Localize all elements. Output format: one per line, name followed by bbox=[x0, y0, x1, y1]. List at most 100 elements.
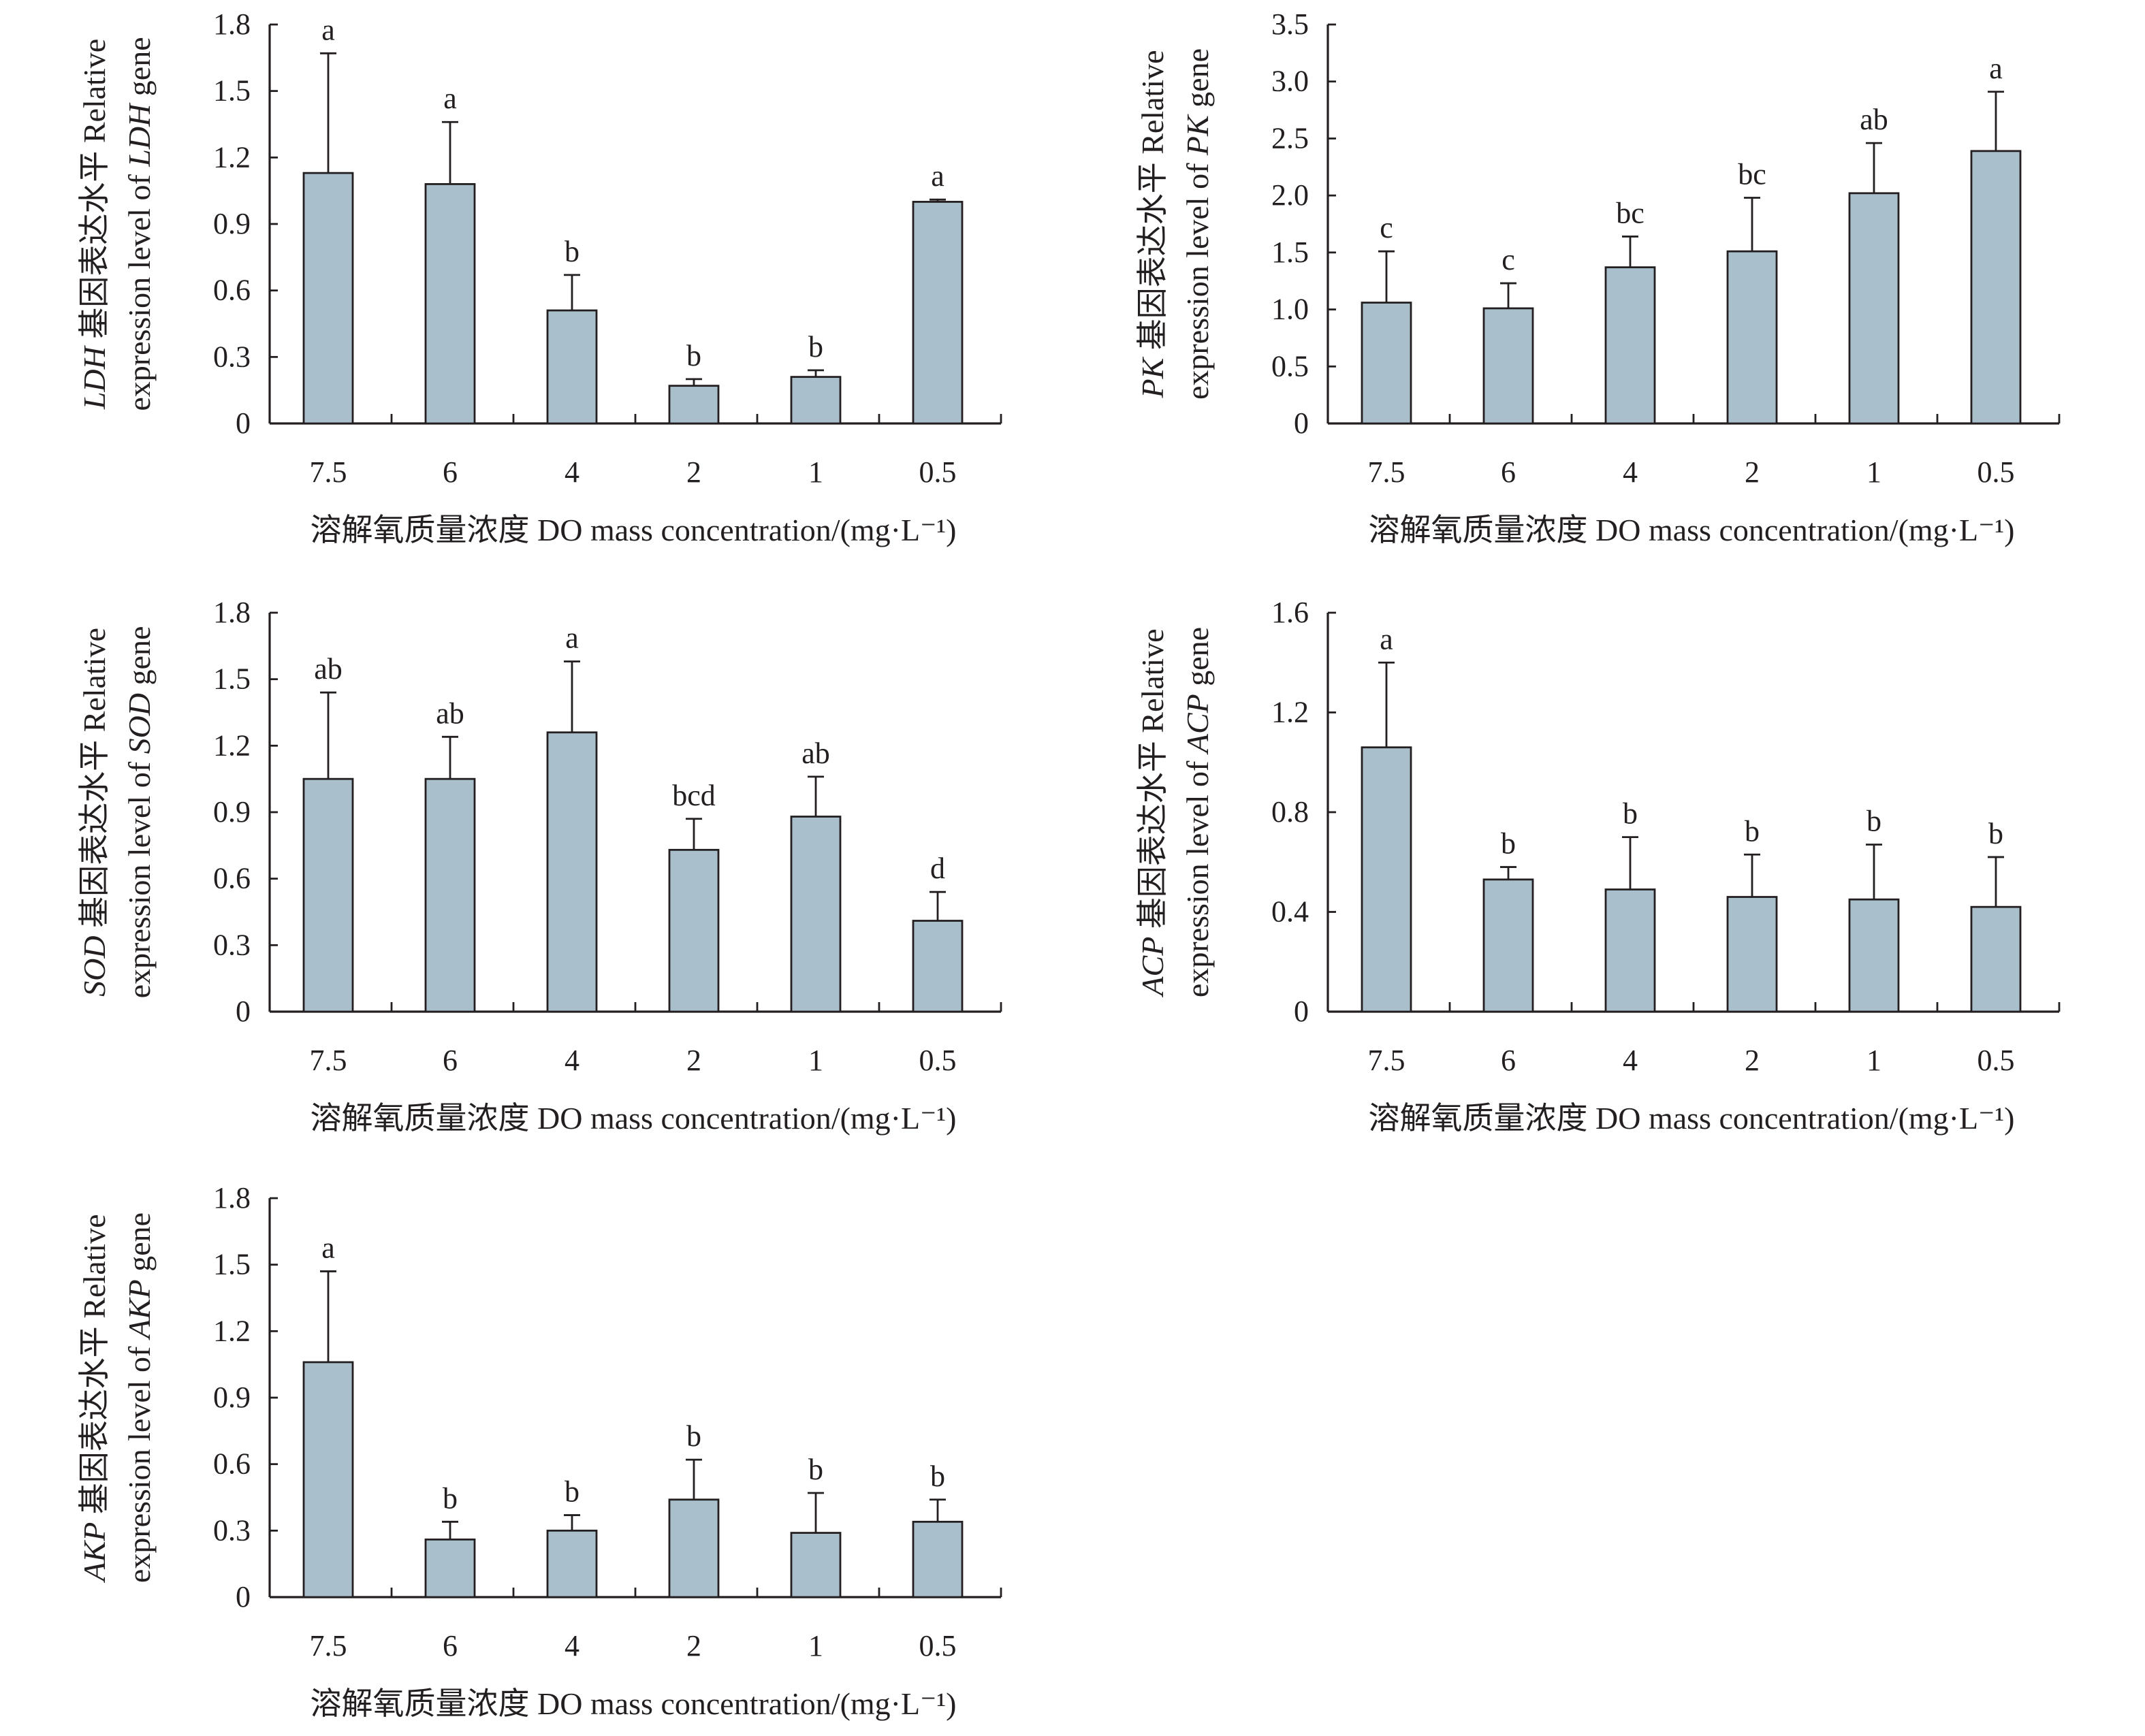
gene-name: PK bbox=[1135, 356, 1170, 398]
bar bbox=[1604, 888, 1656, 1013]
y-tick-label: 1.8 bbox=[213, 1181, 251, 1215]
significance-letter: ab bbox=[436, 696, 464, 730]
x-tick-label: 4 bbox=[1623, 1044, 1638, 1077]
y-tick-label: 1.6 bbox=[1271, 596, 1309, 629]
x-tick-label: 0.5 bbox=[1977, 1044, 2015, 1077]
bar bbox=[668, 848, 720, 1013]
bar bbox=[1482, 878, 1534, 1013]
y-axis-title-text: expression level of bbox=[1180, 155, 1215, 400]
y-tick-label: 1.2 bbox=[213, 140, 251, 174]
x-tick-label: 1 bbox=[808, 455, 823, 489]
y-tick-label: 1.5 bbox=[1271, 236, 1309, 269]
significance-letter: a bbox=[321, 1231, 335, 1264]
significance-letter: bc bbox=[1616, 196, 1644, 229]
x-tick-label: 7.5 bbox=[1368, 1044, 1405, 1077]
x-tick-label: 6 bbox=[1501, 1044, 1516, 1077]
significance-letter: a bbox=[321, 13, 335, 46]
y-tick-label: 1.5 bbox=[213, 1248, 251, 1281]
significance-letter: b bbox=[1623, 797, 1638, 831]
y-tick-label: 1.5 bbox=[213, 662, 251, 696]
y-tick-label: 0.3 bbox=[213, 928, 251, 961]
bar bbox=[1848, 898, 1900, 1013]
significance-letter: c bbox=[1380, 211, 1393, 244]
y-tick-label: 0.5 bbox=[1271, 349, 1309, 383]
x-tick-label: 4 bbox=[565, 1629, 579, 1662]
y-tick-label: 3.5 bbox=[1271, 7, 1309, 41]
bar bbox=[912, 1520, 964, 1598]
significance-letter: b bbox=[1745, 814, 1760, 848]
x-axis-title: 溶解氧质量浓度 DO mass concentration/(mg·L⁻¹) bbox=[1369, 1101, 2015, 1136]
y-axis-title-line2: expression level of PK gene bbox=[1180, 48, 1215, 400]
x-axis-title: 溶解氧质量浓度 DO mass concentration/(mg·L⁻¹) bbox=[311, 1686, 957, 1721]
significance-letter: b bbox=[1866, 805, 1881, 838]
significance-letter: b bbox=[686, 339, 701, 372]
y-axis-title-text: gene bbox=[122, 37, 157, 103]
y-axis-title-line2: expression level of LDH gene bbox=[122, 37, 157, 411]
bar bbox=[424, 777, 476, 1013]
significance-letter: b bbox=[930, 1460, 945, 1493]
y-tick-label: 2.5 bbox=[1271, 121, 1309, 155]
x-tick-label: 6 bbox=[1501, 455, 1516, 489]
gene-name: AKP bbox=[77, 1522, 112, 1584]
x-tick-label: 0.5 bbox=[919, 455, 957, 489]
bar bbox=[1848, 192, 1900, 425]
x-tick-label: 2 bbox=[1745, 455, 1760, 489]
significance-letter: a bbox=[443, 82, 457, 115]
bar bbox=[912, 920, 964, 1013]
x-tick-label: 7.5 bbox=[310, 1629, 347, 1662]
bar bbox=[424, 1538, 476, 1598]
x-tick-label: 4 bbox=[565, 1044, 579, 1077]
y-tick-label: 0 bbox=[236, 1580, 251, 1613]
significance-letter: bc bbox=[1738, 157, 1766, 191]
gene-name: LDH bbox=[122, 102, 157, 167]
y-axis-title-text: gene bbox=[122, 626, 157, 693]
y-tick-label: 0.3 bbox=[213, 340, 251, 373]
x-tick-label: 1 bbox=[1866, 455, 1881, 489]
bar bbox=[1726, 250, 1778, 425]
y-tick-label: 0.9 bbox=[213, 1381, 251, 1414]
y-tick-label: 0 bbox=[236, 406, 251, 440]
x-tick-label: 6 bbox=[443, 455, 458, 489]
x-tick-label: 0.5 bbox=[919, 1044, 957, 1077]
y-axis-title-text: expression level of bbox=[122, 754, 157, 998]
y-axis-title-line1: AKP 基因表达水平 Relative bbox=[77, 1214, 112, 1583]
significance-letter: b bbox=[565, 235, 579, 268]
x-tick-label: 2 bbox=[686, 455, 701, 489]
gene-name: SOD bbox=[122, 693, 157, 754]
gene-name: LDH bbox=[77, 344, 112, 410]
x-tick-label: 1 bbox=[1866, 1044, 1881, 1077]
bar bbox=[546, 731, 598, 1013]
y-axis-title-line1: LDH 基因表达水平 Relative bbox=[77, 39, 112, 410]
bar bbox=[424, 182, 476, 425]
y-tick-label: 1.5 bbox=[213, 74, 251, 108]
significance-letter: b bbox=[686, 1419, 701, 1453]
y-tick-label: 2.0 bbox=[1271, 178, 1309, 212]
y-axis-title-text: gene bbox=[1180, 627, 1215, 694]
x-tick-label: 1 bbox=[808, 1629, 823, 1662]
y-axis-title-text: expression level of bbox=[122, 1338, 157, 1583]
y-axis-title-text: gene bbox=[122, 1212, 157, 1279]
significance-letter: b bbox=[443, 1481, 458, 1515]
x-tick-label: 2 bbox=[686, 1044, 701, 1077]
bar bbox=[302, 1361, 354, 1598]
y-tick-label: 0.6 bbox=[213, 274, 251, 307]
x-axis-title: 溶解氧质量浓度 DO mass concentration/(mg·L⁻¹) bbox=[311, 513, 957, 547]
significance-letter: a bbox=[565, 622, 579, 655]
x-tick-label: 2 bbox=[1745, 1044, 1760, 1077]
bar bbox=[302, 172, 354, 425]
x-tick-label: 7.5 bbox=[310, 455, 347, 489]
y-tick-label: 1.2 bbox=[1271, 696, 1309, 729]
chart-panel-ldh: 0 0.3 0.6 0.9 1.2 1.5 1.8 a 7.5 a 6 b 4 b 2 b 1 a 0.5 溶解氧质量… bbox=[77, 7, 1002, 547]
x-tick-label: 4 bbox=[1623, 455, 1638, 489]
significance-letter: a bbox=[1989, 52, 2003, 85]
significance-letter: ab bbox=[801, 737, 830, 770]
y-axis-title-line1: PK 基因表达水平 Relative bbox=[1135, 50, 1170, 398]
x-tick-label: 0.5 bbox=[1977, 455, 2015, 489]
y-axis-title-line2: expression level of ACP gene bbox=[1180, 627, 1215, 997]
y-tick-label: 0 bbox=[236, 995, 251, 1028]
gene-name: ACP bbox=[1135, 937, 1170, 998]
y-tick-label: 3.0 bbox=[1271, 65, 1309, 98]
y-tick-label: 0.8 bbox=[1271, 795, 1309, 829]
significance-letter: b bbox=[565, 1475, 579, 1509]
